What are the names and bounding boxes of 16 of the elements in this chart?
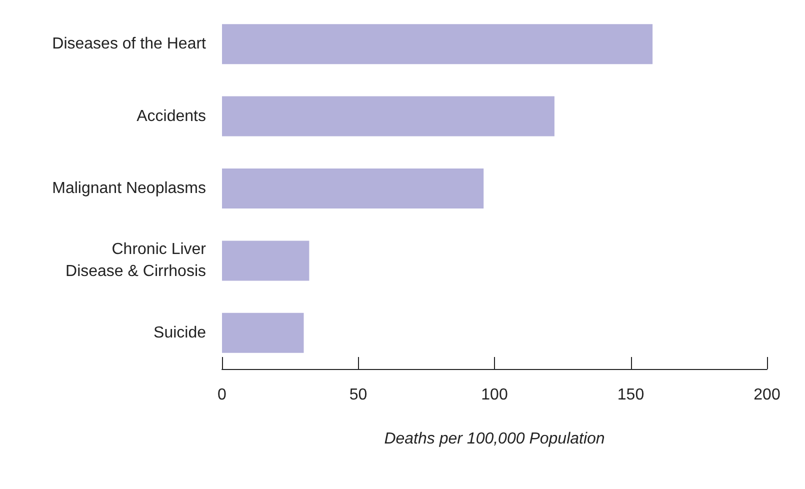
y-tick-label: Suicide <box>154 324 206 342</box>
bar <box>222 312 304 353</box>
y-tick-label: Accidents <box>136 108 206 125</box>
bar <box>222 24 653 64</box>
x-tick-label: 150 <box>617 386 644 404</box>
y-tick-label: Chronic Liver Disease & Cirrhosis <box>66 241 207 280</box>
bar <box>222 240 310 281</box>
bar <box>222 96 554 136</box>
y-tick-label: Diseases of the Heart <box>52 36 207 53</box>
x-tick-label: 0 <box>218 386 227 404</box>
y-tick-label: Malignant Neoplasms <box>52 180 206 197</box>
x-tick-label: 200 <box>754 386 780 404</box>
x-tick-label: 100 <box>481 386 508 404</box>
bar <box>222 168 484 208</box>
x-axis-title: Deaths per 100,000 Population <box>384 430 605 448</box>
x-tick-label: 50 <box>349 386 368 404</box>
